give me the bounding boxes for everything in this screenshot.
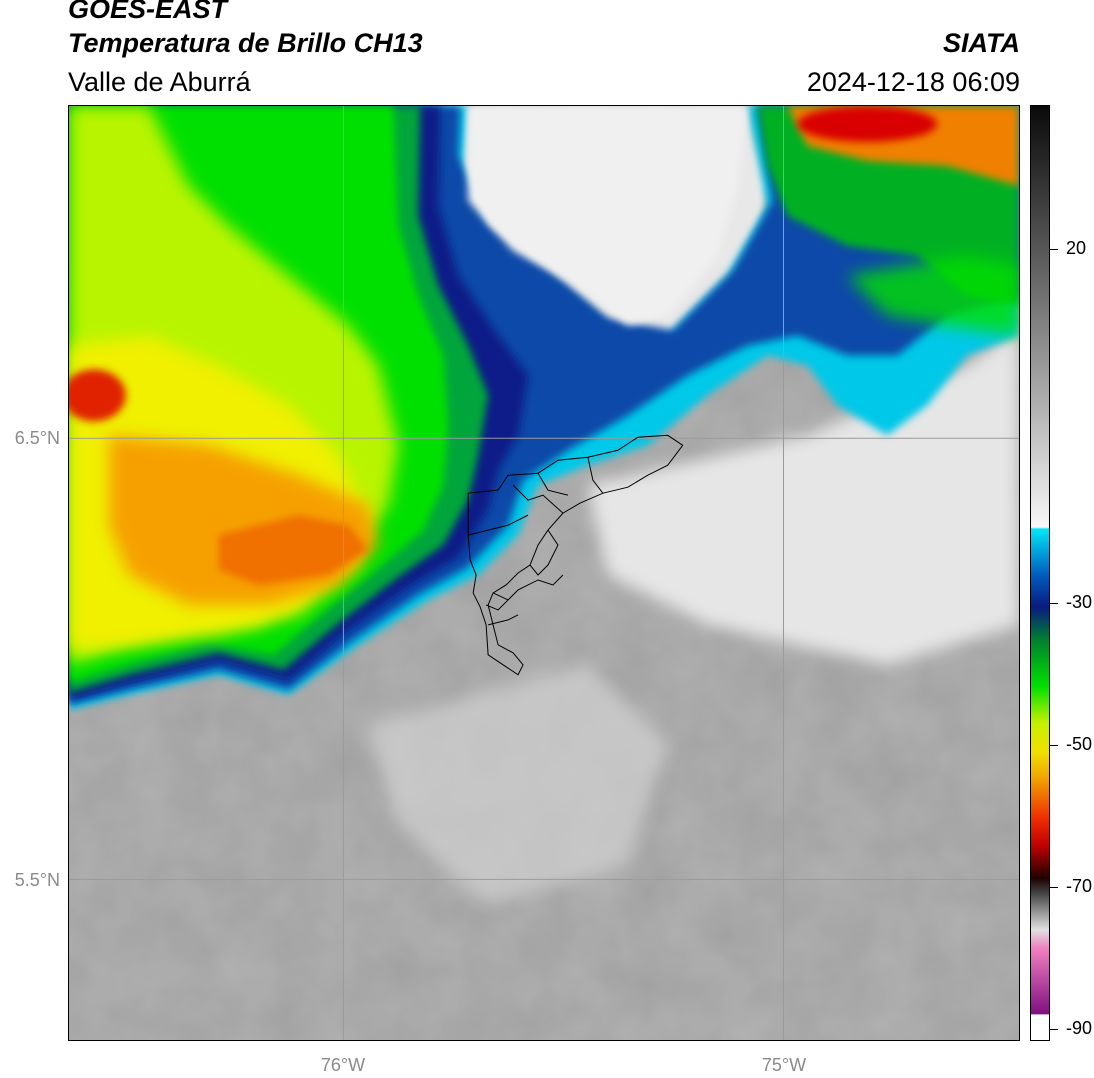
colorbar-tick: [1050, 603, 1058, 604]
datetime-label: 2024-12-18 06:09: [806, 67, 1020, 97]
lon-label-76w: 76°W: [320, 1055, 366, 1075]
lon-label-75w: 75°W: [761, 1055, 807, 1075]
colorbar-tick: [1050, 1029, 1058, 1030]
satellite-title: GOES-EAST: [68, 0, 228, 24]
municipal-boundaries: [467, 434, 684, 676]
organization-label: SIATA: [943, 28, 1020, 58]
region-subtitle: Valle de Aburrá: [68, 67, 251, 97]
brightness-temperature-field: [69, 106, 1019, 1040]
colorbar-label-20: 20: [1066, 238, 1087, 258]
colorbar-label-minus50: -50: [1066, 734, 1093, 754]
colorbar-tick: [1050, 249, 1058, 250]
lat-label-5-5: 5.5°N: [14, 870, 60, 890]
colorbar-tick: [1050, 887, 1058, 888]
temperature-colorbar: [1030, 105, 1050, 1041]
colorbar-tick: [1050, 745, 1058, 746]
colorbar-label-minus90: -90: [1066, 1018, 1093, 1038]
colorbar-label-minus70: -70: [1066, 876, 1093, 896]
lat-label-6-5: 6.5°N: [14, 428, 60, 448]
satellite-map[interactable]: [68, 105, 1020, 1041]
product-title: Temperatura de Brillo CH13: [68, 28, 423, 58]
colorbar-label-minus30: -30: [1066, 592, 1093, 612]
